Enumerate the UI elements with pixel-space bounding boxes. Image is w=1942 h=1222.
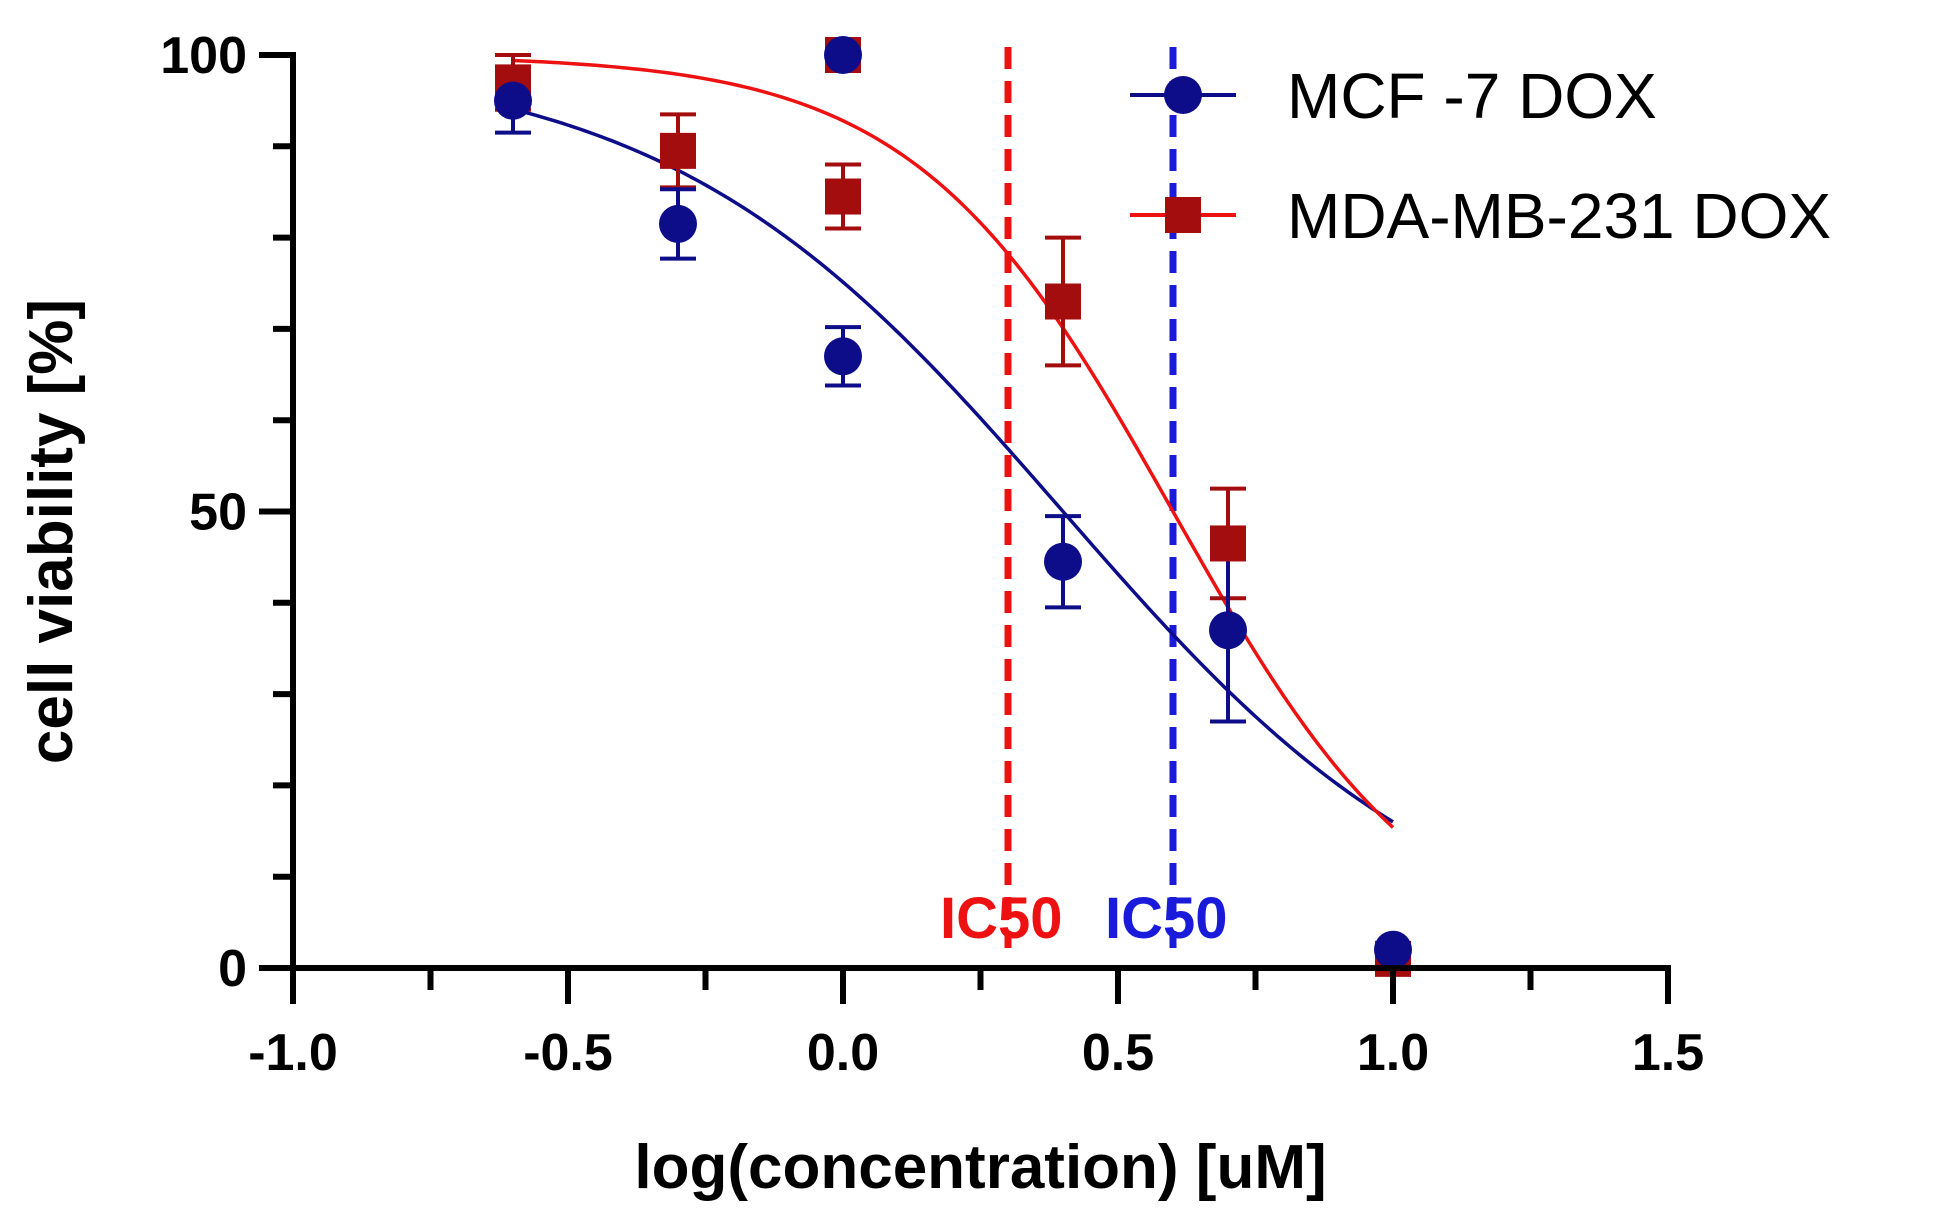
x-tick-label: 1.0 <box>1357 1024 1429 1082</box>
data-point-mda <box>660 132 696 169</box>
legend-marker-mcf7 <box>1164 76 1202 114</box>
ic50-labels: IC50 IC50 <box>940 886 1228 951</box>
x-tick-label: -1.0 <box>248 1024 338 1082</box>
x-tick-label: 0.0 <box>807 1024 879 1082</box>
data-point-mda <box>1045 283 1081 320</box>
legend-label-mcf7: MCF -7 DOX <box>1287 60 1657 132</box>
y-ticks: 0 50 100 <box>160 27 293 998</box>
ic50-lines <box>1004 47 1177 948</box>
y-tick-label: 50 <box>189 484 247 542</box>
data-point-mcf7 <box>1044 542 1082 581</box>
data-point-mcf7 <box>1374 930 1412 969</box>
data-point-mda <box>825 178 861 215</box>
x-tick-label: 1.5 <box>1632 1024 1704 1082</box>
x-axis-title: log(concentration) [uM] <box>634 1133 1326 1202</box>
fit-curve-mcf7 <box>512 107 1394 824</box>
data-point-mcf7 <box>824 337 862 376</box>
ic50-label-mcf7: IC50 <box>1105 886 1228 951</box>
x-ticks: -1.0 -0.5 0.0 0.5 1.0 1.5 <box>248 968 1704 1082</box>
legend-marker-mda <box>1165 197 1201 233</box>
data-point-mcf7 <box>659 204 697 243</box>
x-tick-label: 0.5 <box>1082 1024 1154 1082</box>
y-tick-label: 100 <box>160 27 247 85</box>
data-point-mcf7 <box>824 36 862 74</box>
fit-curve-mda <box>512 58 1395 829</box>
data-point-mda <box>1210 525 1246 562</box>
x-tick-label: -0.5 <box>523 1024 613 1082</box>
y-tick-label: 0 <box>218 940 247 998</box>
y-axis-title: cell viability [%] <box>17 299 86 764</box>
data-point-mcf7 <box>494 81 532 120</box>
error-bars <box>495 53 1246 724</box>
fit-curves <box>512 58 1395 829</box>
data-points <box>494 36 1412 977</box>
legend: MCF -7 DOX MDA-MB-231 DOX <box>1130 60 1831 252</box>
data-point-mcf7 <box>1209 611 1247 650</box>
legend-label-mda: MDA-MB-231 DOX <box>1287 180 1831 252</box>
ic50-label-mda: IC50 <box>940 886 1063 951</box>
